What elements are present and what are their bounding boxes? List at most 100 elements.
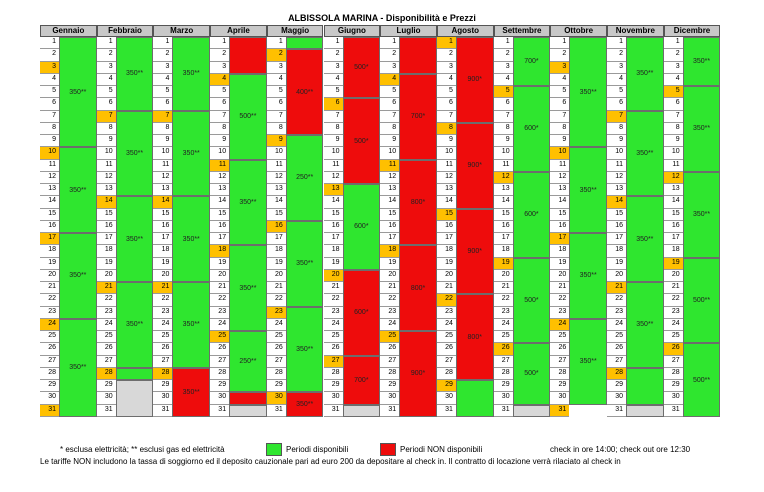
day-number: 19 xyxy=(436,258,456,270)
day-number: 29 xyxy=(210,380,230,393)
day-number: 14 xyxy=(550,196,570,209)
day-number: 1 xyxy=(607,37,626,50)
day-number: 22 xyxy=(493,294,513,307)
day-number: 30 xyxy=(380,392,400,405)
day-number: 10 xyxy=(153,147,173,160)
day-number: 18 xyxy=(380,245,400,258)
day-number: 18 xyxy=(436,245,456,258)
day-number: 27 xyxy=(436,356,456,368)
day-number: 27 xyxy=(380,356,400,368)
day-number: 23 xyxy=(380,307,400,319)
day-number: 18 xyxy=(96,245,116,258)
available-period: 250** xyxy=(285,135,324,221)
day-number: 24 xyxy=(266,319,286,331)
unavailable-period: 350** xyxy=(285,392,324,417)
day-number: 27 xyxy=(266,356,286,368)
day-number: 15 xyxy=(96,209,116,221)
available-period: 500** xyxy=(682,343,721,417)
day-number: 3 xyxy=(96,62,116,74)
available-period: 350** xyxy=(285,220,324,307)
day-number: 20 xyxy=(550,270,570,282)
available-period: 350** xyxy=(569,147,607,233)
day-number: 24 xyxy=(663,319,683,331)
day-number: 14 xyxy=(210,196,230,209)
day-number: 8 xyxy=(266,123,286,135)
available-period: 600* xyxy=(512,86,551,172)
day-number: 1 xyxy=(436,37,456,50)
day-number: 20 xyxy=(607,270,626,282)
day-number: 5 xyxy=(436,86,456,99)
unavailable-period: 900* xyxy=(455,37,494,123)
day-number: 2 xyxy=(493,49,513,62)
day-number: 22 xyxy=(380,294,400,307)
day-number: 17 xyxy=(607,233,626,246)
day-number: 8 xyxy=(96,123,116,135)
day-number: 23 xyxy=(153,307,173,319)
available-period: 350** xyxy=(115,110,154,197)
day-number: 26 xyxy=(96,343,116,356)
day-number: 10 xyxy=(436,147,456,160)
day-number: 1 xyxy=(96,37,116,50)
day-number: 12 xyxy=(663,171,683,184)
day-number: 17 xyxy=(493,233,513,246)
day-number: 4 xyxy=(40,74,59,86)
day-number: 11 xyxy=(493,160,513,172)
available-period: 350** xyxy=(59,147,97,233)
day-number: 8 xyxy=(436,122,456,135)
day-number: 30 xyxy=(323,392,343,405)
day-number: 10 xyxy=(380,147,400,160)
day-number: 31 xyxy=(153,405,173,417)
available-period: 350** xyxy=(626,37,664,111)
day-number: 15 xyxy=(323,209,343,221)
day-number: 27 xyxy=(153,356,173,368)
day-number: 17 xyxy=(96,233,116,246)
day-number: 25 xyxy=(550,331,570,344)
day-number: 11 xyxy=(210,159,230,172)
day-number: 15 xyxy=(153,209,173,221)
month-header: Ottobre xyxy=(550,25,607,37)
day-number: 3 xyxy=(266,62,286,74)
day-number: 19 xyxy=(153,258,173,270)
available-period: 700* xyxy=(512,37,551,86)
day-number: 15 xyxy=(550,209,570,221)
day-number: 13 xyxy=(266,184,286,197)
unavailable-period: 800* xyxy=(399,159,437,246)
day-number: 9 xyxy=(550,135,570,148)
day-number: 30 xyxy=(436,392,456,405)
available-period: 600* xyxy=(342,184,381,270)
available-period xyxy=(115,367,154,380)
day-number: 20 xyxy=(40,270,59,282)
day-number: 5 xyxy=(493,86,513,99)
day-number: 15 xyxy=(493,209,513,221)
day-number: 28 xyxy=(153,367,173,380)
day-number: 21 xyxy=(323,282,343,295)
day-number: 14 xyxy=(436,196,456,209)
day-number: 17 xyxy=(663,233,683,246)
day-number: 29 xyxy=(380,380,400,393)
month-header: Febbraio xyxy=(96,25,154,37)
day-number: 4 xyxy=(380,73,400,86)
day-number: 22 xyxy=(96,294,116,307)
available-period: 350** xyxy=(172,196,211,282)
day-number: 7 xyxy=(493,111,513,123)
day-number: 5 xyxy=(607,86,626,99)
day-number: 8 xyxy=(607,123,626,135)
day-number: 9 xyxy=(153,135,173,148)
day-number: 7 xyxy=(550,111,570,123)
day-number: 23 xyxy=(493,307,513,319)
day-number: 24 xyxy=(323,319,343,331)
day-number: 23 xyxy=(266,306,286,319)
day-number: 29 xyxy=(607,380,626,393)
day-number: 6 xyxy=(436,98,456,111)
day-number: 14 xyxy=(96,196,116,209)
unavailable-period: 350** xyxy=(172,367,211,417)
day-number: 5 xyxy=(96,86,116,99)
day-number: 14 xyxy=(153,196,173,209)
day-number: 12 xyxy=(153,172,173,184)
day-number: 8 xyxy=(550,123,570,135)
month-header: Novembre xyxy=(607,25,664,37)
day-number: 19 xyxy=(323,258,343,270)
day-number: 18 xyxy=(323,245,343,258)
unavailable-period: 900* xyxy=(455,122,494,209)
day-number: 30 xyxy=(40,392,59,405)
